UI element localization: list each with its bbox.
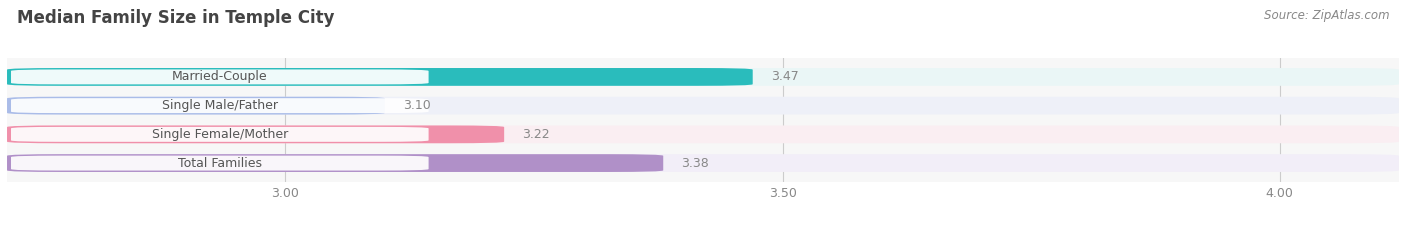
FancyBboxPatch shape: [7, 125, 1399, 143]
FancyBboxPatch shape: [7, 154, 664, 172]
FancyBboxPatch shape: [11, 98, 429, 113]
FancyBboxPatch shape: [7, 97, 385, 115]
FancyBboxPatch shape: [11, 156, 429, 171]
FancyBboxPatch shape: [7, 68, 752, 86]
FancyBboxPatch shape: [11, 127, 429, 142]
Text: Total Families: Total Families: [177, 157, 262, 170]
Text: 3.22: 3.22: [522, 128, 550, 141]
FancyBboxPatch shape: [7, 97, 1399, 115]
FancyBboxPatch shape: [7, 154, 1399, 172]
Text: 3.47: 3.47: [770, 70, 799, 83]
Text: Source: ZipAtlas.com: Source: ZipAtlas.com: [1264, 9, 1389, 22]
FancyBboxPatch shape: [7, 125, 505, 143]
FancyBboxPatch shape: [11, 69, 429, 84]
Text: Single Male/Father: Single Male/Father: [162, 99, 278, 112]
FancyBboxPatch shape: [7, 68, 1399, 86]
Text: Single Female/Mother: Single Female/Mother: [152, 128, 288, 141]
Text: Married-Couple: Married-Couple: [172, 70, 267, 83]
Text: 3.10: 3.10: [402, 99, 430, 112]
Text: 3.38: 3.38: [681, 157, 709, 170]
Text: Median Family Size in Temple City: Median Family Size in Temple City: [17, 9, 335, 27]
